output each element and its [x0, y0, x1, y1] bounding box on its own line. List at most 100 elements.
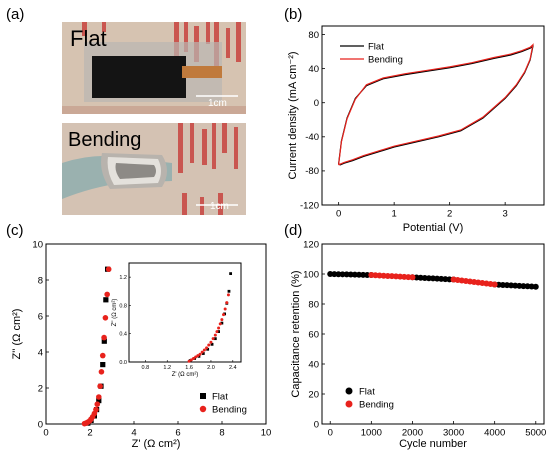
chart-d-ytick-label-4: 80	[308, 299, 319, 310]
chart-c-inset-xtick-label-3: 2.0	[207, 365, 215, 371]
chart-b-ytick-label-1: 40	[308, 64, 319, 75]
chart-c-inset-point-bending	[215, 330, 219, 334]
chart-c-inset-xlabel: Z' (Ω cm²)	[172, 372, 199, 378]
chart-c-inset-point-flat	[213, 337, 217, 341]
panel-b-tag: (b)	[284, 6, 303, 23]
chart-c-inset-point-bending	[213, 333, 217, 337]
chart-b-xtick-label-0: 0	[336, 209, 341, 220]
chart-d-ylabel: Capacitance retention (%)	[290, 270, 302, 397]
chart-b-xtick-label-2: 2	[447, 209, 452, 220]
chart-c-ytick-label-3: 6	[38, 311, 43, 322]
chart-b-ylabel: Current density (mA cm⁻²)	[287, 51, 299, 179]
chart-c-inset-point-flat	[227, 289, 231, 293]
chart-b-series-bending	[338, 43, 534, 166]
chart-c-ytick-label-1: 2	[38, 383, 43, 394]
chart-c-legend-label-1: Bending	[212, 405, 247, 416]
chart-c-inset-point-bending	[189, 358, 193, 362]
chart-c-inset-point-bending	[200, 350, 204, 354]
chart-c-inset-ytick-label-3: 1.2	[119, 275, 127, 281]
chart-c-point-bending	[105, 266, 112, 273]
chart-c-inset-xtick-label-1: 1.2	[163, 365, 171, 371]
chart-c-inset-xtick-label-4: 2.4	[229, 365, 237, 371]
chart-d-xtick-label-5: 5000	[525, 428, 546, 439]
chart-c-point-bending	[101, 334, 107, 341]
chart-c-point-bending	[96, 394, 102, 400]
bending-device-photo: Bending 1cm	[62, 123, 246, 215]
chart-d-ytick-label-3: 60	[308, 329, 319, 340]
chart-b-xtick-label-1: 1	[392, 209, 397, 220]
chart-c-inset-point-bending	[191, 356, 195, 360]
chart-c-ytick-label-4: 8	[38, 275, 43, 286]
chart-c-inset-point-flat	[201, 352, 205, 355]
chart-c-point-flat	[100, 362, 106, 368]
chart-c-inset-point-flat	[210, 342, 214, 346]
chart-c-xtick-label-0: 0	[43, 428, 48, 439]
flat-device-photo: Flat 1cm	[62, 22, 246, 114]
chart-c-inset-point-bending	[207, 343, 211, 347]
chart-d-legend-swatch-1	[345, 400, 353, 408]
chart-c-inset-point-bending	[226, 293, 230, 297]
chart-c-inset-point-bending	[187, 359, 191, 363]
chart-c-point-bending	[102, 315, 109, 321]
chart-c-inset-point-bending	[223, 307, 227, 311]
chart-d-ytick-label-1: 20	[308, 389, 319, 400]
chart-c-point-bending	[97, 383, 103, 390]
chart-c-inset-point-bending	[211, 337, 215, 341]
chart-b-ytick-label-4: -80	[305, 166, 319, 177]
chart-c-inset-ylabel: Z'' (Ω cm²)	[112, 299, 118, 327]
chart-d-xtick-label-0: 0	[328, 428, 333, 439]
chart-c-xtick-label-1: 2	[87, 428, 92, 439]
chart-d-xlabel: Cycle number	[399, 438, 467, 450]
chart-c-xlabel: Z' (Ω cm²)	[132, 438, 181, 450]
chart-c-xtick-label-3: 6	[175, 428, 180, 439]
chart-b-xtick-label-3: 3	[503, 209, 508, 220]
chart-d-legend-label-1: Bending	[359, 400, 394, 411]
flat-label: Flat	[70, 26, 107, 51]
chart-c-point-bending	[98, 369, 105, 375]
chart-c-ytick-label-5: 10	[32, 239, 43, 250]
chart-c-xtick-label-4: 8	[219, 428, 224, 439]
chart-c-inset-ytick-label-1: 0.4	[119, 332, 127, 338]
chart-d-legend-label-0: Flat	[359, 387, 375, 398]
chart-d-legend-swatch-0	[345, 387, 353, 395]
chart-c-inset-point-flat	[220, 321, 224, 325]
scale-bar-label-top: 1cm	[208, 98, 227, 109]
chart-c-inset-ytick-label-0: 0.0	[119, 360, 127, 366]
chart-c-inset-point-bending	[196, 354, 200, 358]
chart-b-legend-label-0: Flat	[368, 42, 384, 53]
chart-d-xtick-label-3: 3000	[443, 428, 464, 439]
chart-b-legend-label-1: Bending	[368, 55, 403, 66]
chart-d-xtick-label-1: 1000	[361, 428, 382, 439]
panel-a-tag: (a)	[6, 6, 25, 23]
panel-c-tag: (c)	[6, 222, 24, 239]
chart-d-ytick-label-6: 120	[303, 239, 319, 250]
chart-c-point-bending	[93, 406, 99, 413]
scale-bar-label-bottom: 1cm	[210, 201, 229, 212]
chart-c-inset-frame	[128, 262, 242, 363]
panel-d-tag: (d)	[284, 222, 303, 239]
chart-b-ytick-label-5: -120	[300, 200, 319, 211]
chart-c-xtick-label-5: 10	[261, 428, 272, 439]
chart-c-point-bending	[94, 401, 101, 408]
chart-d-xtick-label-4: 4000	[484, 428, 505, 439]
chart-c-inset-point-bending	[209, 340, 213, 344]
chart-d-ytick-label-5: 100	[303, 269, 319, 280]
chart-c-point-flat	[96, 398, 102, 404]
chart-c-inset-xtick-label-0: 0.8	[142, 365, 150, 371]
chart-c-inset-point-flat	[206, 347, 210, 351]
chart-b-ytick-label-0: 80	[308, 30, 319, 41]
chart-c-inset-point-flat	[229, 272, 233, 276]
chart-c-legend-swatch-1	[199, 405, 207, 413]
chart-c-inset-point-bending	[217, 326, 221, 330]
chart-c-legend-label-0: Flat	[212, 392, 228, 403]
chart-c-point-flat	[103, 297, 109, 303]
chart-d-ytick-label-0: 0	[314, 419, 319, 430]
chart-c-legend-swatch-0	[200, 393, 206, 399]
chart-c-inset-ytick-label-2: 0.8	[119, 303, 127, 309]
chart-c-inset-point-bending	[202, 348, 206, 352]
chart-c-point-flat	[101, 338, 107, 344]
chart-c-xtick-label-2: 4	[131, 428, 136, 439]
chart-c-inset-point-bending	[220, 318, 224, 322]
chart-c-ytick-label-2: 4	[38, 347, 43, 358]
chart-d-point-bending	[409, 274, 416, 281]
